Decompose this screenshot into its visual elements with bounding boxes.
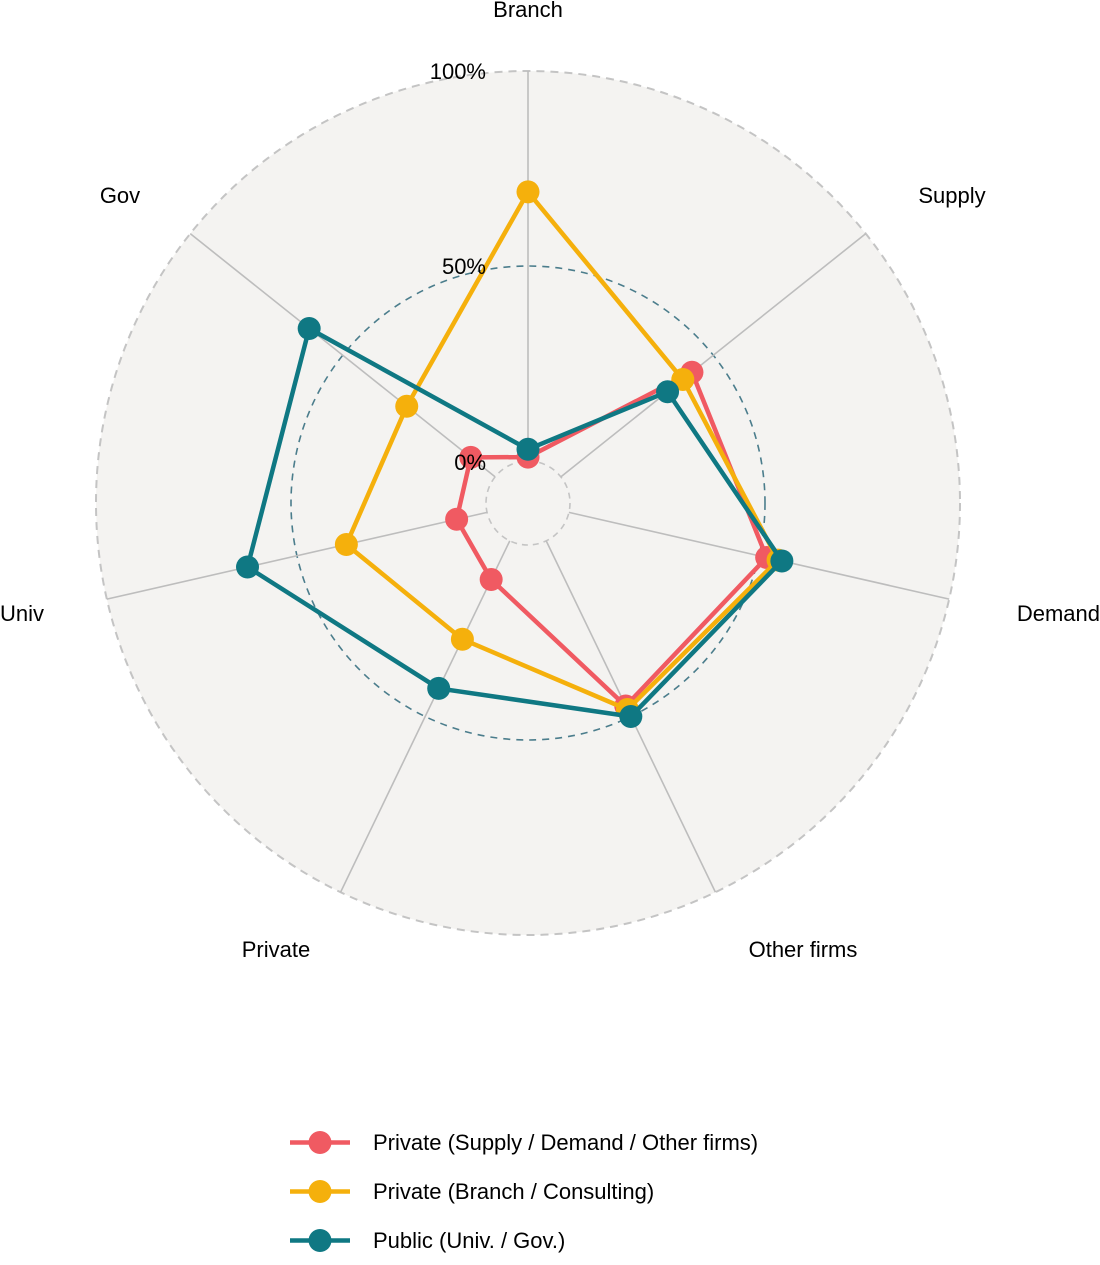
- legend-key: [288, 1167, 352, 1216]
- axis-label-other-firms: Other firms: [749, 937, 858, 962]
- data-point-univ: [445, 507, 469, 531]
- radar-series: [236, 180, 794, 729]
- data-point-gov: [459, 445, 483, 469]
- spoke-gov: [189, 233, 496, 478]
- axis-label-branch: Branch: [493, 0, 563, 22]
- legend-marker: [308, 1229, 332, 1252]
- data-point-branch: [516, 180, 540, 204]
- legend-label: Public (Univ. / Gov.): [373, 1227, 566, 1253]
- series-3: [236, 316, 794, 729]
- legend-item: Public (Univ. / Gov.): [288, 1216, 758, 1265]
- data-point-demand: [770, 549, 794, 573]
- legend-marker: [308, 1131, 332, 1154]
- data-point-gov: [395, 394, 419, 418]
- axis-labels: Branch Supply Demand Other firms Private Univ…: [0, 0, 1100, 962]
- ring-label: 0%: [454, 450, 486, 475]
- legend-label: Private (Branch / Consulting): [373, 1178, 655, 1204]
- data-point-branch: [516, 437, 540, 461]
- legend-marker: [308, 1180, 332, 1203]
- legend-key: [288, 1118, 352, 1167]
- axis-label-univ: Univ: [0, 601, 44, 626]
- ring-labels: 0% 50% 100%: [430, 59, 486, 475]
- spoke-univ: [106, 511, 488, 600]
- axis-label-supply: Supply: [918, 183, 985, 208]
- series-line: [344, 189, 781, 712]
- data-point-supply: [656, 380, 680, 404]
- ring-0: [485, 460, 571, 546]
- ring-label: 100%: [430, 59, 486, 84]
- legend-key: [288, 1216, 352, 1265]
- spoke-supply: [560, 233, 867, 478]
- radar-chart: 0% 50% 100% Branch Supply Demand Other firms P…: [0, 0, 1100, 962]
- data-point-private: [479, 567, 503, 591]
- data-point-other-firms: [619, 705, 643, 729]
- spoke-private: [339, 540, 511, 893]
- legend-item: Private (Supply / Demand / Other firms): [288, 1118, 758, 1167]
- axis-label-gov: Gov: [100, 183, 140, 208]
- ring-50: [290, 265, 766, 741]
- series-line: [245, 326, 785, 719]
- legend-label: Private (Supply / Demand / Other firms): [373, 1129, 759, 1155]
- data-point-univ: [236, 555, 260, 579]
- axis-label-demand: Demand: [1017, 601, 1100, 626]
- legend-item: Private (Branch / Consulting): [288, 1167, 758, 1216]
- legend: Private (Supply / Demand / Other firms) P…: [288, 1118, 758, 1265]
- data-point-private: [450, 627, 474, 651]
- data-point-gov: [297, 316, 321, 340]
- data-point-univ: [334, 532, 358, 556]
- data-point-private: [427, 676, 451, 700]
- ring-label: 50%: [442, 254, 486, 279]
- axis-label-private: Private: [242, 937, 310, 962]
